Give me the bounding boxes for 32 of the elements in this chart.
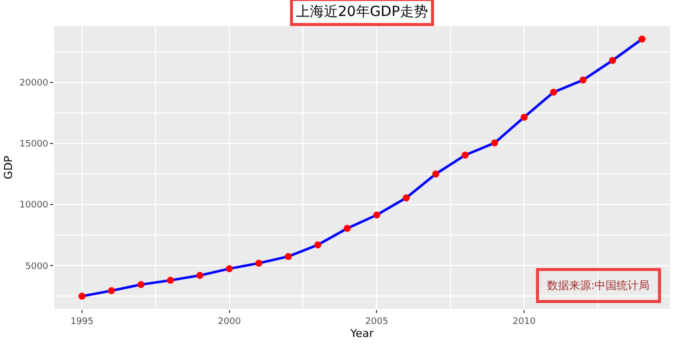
x-tick-label: 2010 — [512, 316, 536, 327]
point — [344, 224, 351, 232]
point — [373, 211, 380, 218]
x-tick-label: 2000 — [218, 316, 242, 327]
point — [78, 292, 86, 300]
point — [432, 170, 440, 178]
y-tick-label: 15000 — [20, 140, 48, 150]
point — [196, 272, 204, 279]
point — [638, 36, 646, 43]
point — [314, 241, 322, 248]
y-axis-title: GDP — [2, 155, 16, 180]
annotation: 数据来源:中国统计局 — [547, 279, 650, 292]
chart-title: 上海近20年GDP走势 — [296, 4, 428, 20]
point — [226, 265, 233, 272]
point — [108, 287, 115, 294]
point — [520, 114, 528, 121]
y-tick-label: 20000 — [20, 78, 48, 89]
point — [580, 76, 587, 84]
point — [402, 194, 410, 202]
y-tick-label: 5000 — [25, 262, 48, 272]
x-tick-label: 2005 — [365, 316, 388, 327]
point — [609, 56, 616, 64]
point — [255, 260, 262, 267]
point — [491, 139, 498, 146]
point — [550, 88, 558, 96]
x-tick-label: 1995 — [70, 316, 94, 327]
point — [462, 152, 469, 159]
x-axis-title: Year — [349, 326, 374, 340]
point — [166, 276, 174, 284]
y-tick-label: 10000 — [20, 200, 48, 211]
point — [284, 252, 292, 260]
point — [137, 281, 144, 288]
